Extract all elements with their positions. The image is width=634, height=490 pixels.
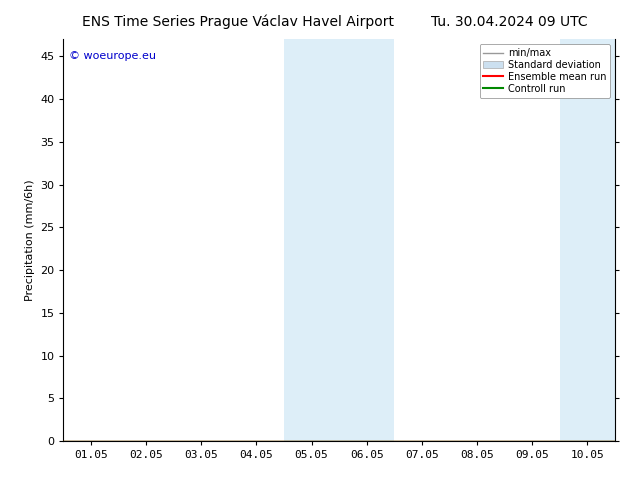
Legend: min/max, Standard deviation, Ensemble mean run, Controll run: min/max, Standard deviation, Ensemble me… <box>479 44 610 98</box>
Bar <box>560 39 615 441</box>
Text: © woeurope.eu: © woeurope.eu <box>69 51 156 61</box>
Text: ENS Time Series Prague Václav Havel Airport: ENS Time Series Prague Václav Havel Airp… <box>82 15 394 29</box>
Text: Tu. 30.04.2024 09 UTC: Tu. 30.04.2024 09 UTC <box>431 15 588 29</box>
Bar <box>339 39 394 441</box>
Bar <box>284 39 339 441</box>
Y-axis label: Precipitation (mm/6h): Precipitation (mm/6h) <box>25 179 35 301</box>
